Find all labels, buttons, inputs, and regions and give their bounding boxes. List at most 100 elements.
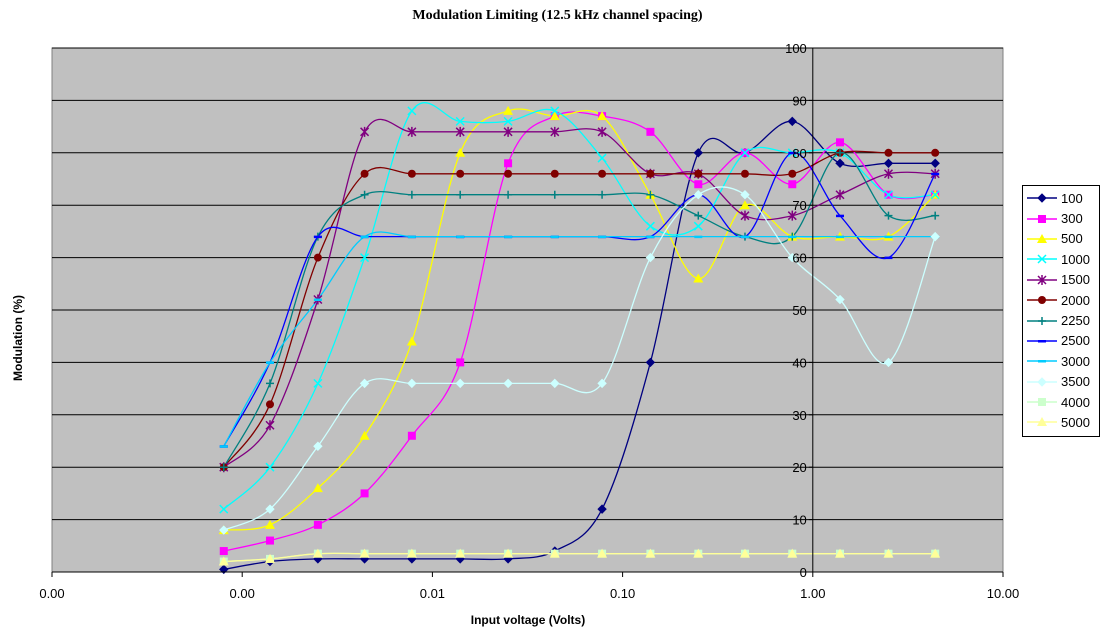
point-3500 — [313, 441, 323, 451]
point-3000 — [504, 235, 513, 239]
point-2250 — [836, 148, 845, 157]
point-100 — [645, 357, 656, 368]
point-1000 — [219, 504, 229, 514]
point-3500 — [883, 357, 894, 368]
legend-label: 2500 — [1061, 333, 1090, 349]
point-500 — [739, 200, 750, 210]
legend-marker-1000 — [1037, 254, 1047, 264]
point-1500 — [455, 126, 465, 137]
point-2000 — [456, 169, 465, 178]
point-3000 — [407, 235, 416, 239]
point-3500 — [407, 378, 417, 389]
y-tick-label: 0 — [800, 565, 807, 580]
legend-label: 4000 — [1061, 394, 1090, 410]
point-3000 — [788, 235, 797, 239]
point-3000 — [646, 235, 655, 239]
point-5000 — [406, 548, 417, 558]
point-500 — [693, 273, 704, 283]
legend-swatch-1000 — [1027, 254, 1057, 264]
legend-swatch-300 — [1027, 214, 1057, 223]
point-2000 — [740, 169, 749, 178]
legend-item-4000: 4000 — [1023, 392, 1099, 412]
legend-swatch-500 — [1027, 233, 1057, 243]
point-2000 — [550, 169, 559, 178]
point-5000 — [930, 548, 941, 558]
point-2000 — [884, 148, 893, 157]
point-300 — [360, 489, 369, 498]
point-500 — [359, 430, 370, 440]
point-300 — [836, 138, 845, 147]
point-2250 — [550, 190, 559, 199]
point-2250 — [646, 190, 655, 199]
y-tick-label: 70 — [792, 198, 806, 213]
legend-item-2500: 2500 — [1023, 331, 1099, 351]
point-2250 — [265, 379, 274, 388]
point-1500 — [835, 189, 845, 200]
x-axis-title: Input voltage (Volts) — [471, 613, 585, 627]
point-5000 — [739, 548, 750, 558]
point-300 — [407, 431, 416, 440]
point-1000 — [265, 462, 275, 472]
y-tick-label: 60 — [792, 251, 806, 266]
legend-item-300: 300 — [1023, 208, 1099, 228]
point-5000 — [359, 548, 370, 558]
point-2250 — [931, 211, 940, 220]
point-500 — [312, 483, 323, 493]
legend-item-5000: 5000 — [1023, 412, 1099, 432]
point-3500 — [219, 525, 229, 535]
legend-label: 5000 — [1061, 414, 1090, 430]
x-tick-label: 0.01 — [420, 586, 445, 601]
point-5000 — [549, 548, 560, 558]
legend-label: 500 — [1061, 231, 1083, 247]
series-line-500 — [223, 108, 936, 531]
y-tick-label: 20 — [792, 460, 806, 475]
point-3000 — [313, 298, 322, 302]
legend-marker-3500 — [1037, 376, 1047, 387]
point-500 — [503, 105, 514, 115]
point-5000 — [787, 548, 798, 558]
legend-label: 2250 — [1061, 313, 1090, 329]
point-2250 — [504, 190, 513, 199]
legend-marker-2000 — [1038, 296, 1046, 305]
point-1500 — [503, 126, 513, 137]
point-2500 — [313, 235, 322, 239]
legend-swatch-2000 — [1027, 296, 1057, 305]
series-line-5000 — [223, 552, 936, 563]
legend-label: 3500 — [1061, 374, 1090, 390]
legend-label: 1000 — [1061, 251, 1090, 267]
point-2000 — [360, 169, 369, 178]
point-2500 — [788, 151, 797, 155]
point-2000 — [313, 253, 322, 262]
point-300 — [646, 127, 655, 136]
point-5000 — [455, 548, 466, 558]
legend-item-100: 100 — [1023, 188, 1099, 208]
point-1000 — [930, 190, 940, 200]
point-3500 — [740, 190, 750, 200]
legend-swatch-4000 — [1027, 398, 1057, 407]
point-3500 — [550, 378, 560, 389]
point-100 — [883, 158, 894, 168]
legend-marker-1500 — [1037, 274, 1047, 285]
point-3500 — [597, 378, 607, 389]
legend-marker-300 — [1038, 214, 1046, 223]
point-2250 — [456, 190, 465, 199]
point-2250 — [360, 190, 369, 199]
y-axis-title: Modulation (%) — [11, 295, 25, 381]
point-300 — [788, 180, 797, 189]
y-tick-label: 40 — [792, 355, 806, 370]
y-tick-label: 80 — [792, 146, 806, 161]
point-100 — [597, 504, 607, 514]
point-2250 — [407, 190, 416, 199]
point-1000 — [313, 378, 323, 388]
legend-swatch-2250 — [1027, 316, 1057, 325]
x-tick-labels: 0.00 0.00 0.01 0.10 1.00 10.00 — [39, 586, 1019, 601]
legend-swatch-1500 — [1027, 274, 1057, 285]
legend-item-1000: 1000 — [1023, 249, 1099, 269]
point-5000 — [835, 548, 846, 558]
legend-item-2000: 2000 — [1023, 290, 1099, 310]
legend-swatch-100 — [1027, 193, 1057, 203]
series-line-3000 — [223, 231, 936, 447]
series-line-1000 — [223, 102, 936, 510]
axes — [51, 47, 1004, 577]
